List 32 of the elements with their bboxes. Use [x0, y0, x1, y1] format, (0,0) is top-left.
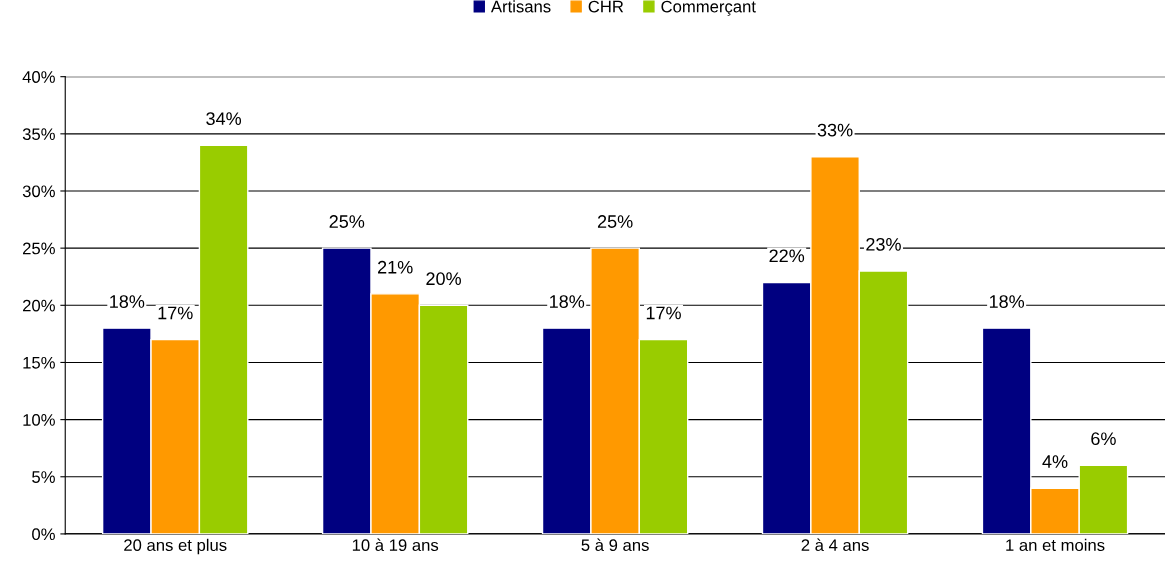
data-label: 22% — [769, 249, 805, 263]
data-label: 4% — [1042, 455, 1068, 468]
data-label: 34% — [206, 112, 242, 126]
legend-label: CHR — [588, 0, 624, 13]
x-tick-label: 20 ans et plus — [124, 538, 227, 555]
legend-label: Artisans — [490, 0, 551, 13]
data-label: 18% — [550, 295, 585, 308]
x-tick-label: 2 à 4 ans — [801, 538, 869, 552]
y-tick-label: 10% — [23, 414, 55, 426]
data-label: 17% — [646, 306, 681, 320]
y-tick-label: 20% — [23, 299, 55, 312]
data-label: 20% — [426, 272, 461, 286]
x-tick-label: 1 an et moins — [1006, 538, 1105, 552]
y-tick-label: 5% — [32, 471, 55, 483]
data-label: 17% — [158, 306, 193, 320]
data-label: 21% — [378, 260, 413, 274]
y-tick-label: 25% — [23, 242, 55, 255]
legend-label: Commerçant — [661, 0, 756, 16]
y-tick-label: 35% — [22, 128, 55, 141]
y-tick-label: 0% — [32, 528, 55, 541]
data-label: 23% — [866, 237, 901, 251]
data-label: 18% — [110, 295, 145, 308]
x-tick-label: 5 à 9 ans — [581, 538, 649, 552]
data-label: 6% — [1091, 432, 1116, 446]
data-label: 33% — [817, 123, 853, 137]
y-tick-label: 30% — [22, 185, 55, 198]
data-label: 18% — [989, 295, 1025, 308]
x-tick-label: 10 à 19 ans — [352, 538, 439, 552]
y-tick-label: 15% — [23, 356, 55, 369]
data-label: 25% — [329, 215, 365, 228]
data-label: 25% — [597, 215, 633, 228]
y-tick-label: 40% — [22, 71, 55, 83]
